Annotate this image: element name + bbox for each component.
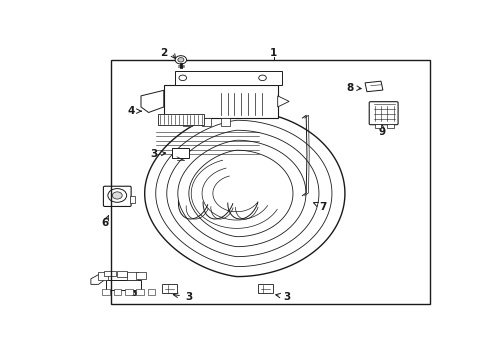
Bar [98,272,108,280]
Bar [164,85,278,118]
Bar [125,288,133,296]
Text: 5: 5 [130,288,137,298]
Circle shape [175,56,187,64]
Bar [175,71,281,85]
Bar [114,288,121,296]
FancyBboxPatch shape [103,186,131,207]
Text: 3: 3 [276,292,291,302]
Bar [111,60,430,304]
Bar [374,123,381,128]
FancyBboxPatch shape [369,102,398,125]
Polygon shape [145,110,345,276]
Bar [158,114,204,125]
Bar [202,118,211,126]
Text: 6: 6 [101,216,109,228]
FancyBboxPatch shape [172,148,189,158]
Bar [183,118,192,126]
Circle shape [108,189,126,202]
Bar [148,288,155,296]
FancyBboxPatch shape [258,284,273,293]
Bar [136,272,146,279]
Circle shape [259,75,267,81]
Polygon shape [91,275,104,284]
Circle shape [112,192,122,199]
Bar [129,195,135,203]
Bar [127,272,138,280]
FancyBboxPatch shape [162,284,177,293]
Bar [102,288,110,296]
Bar [387,123,394,128]
Bar [106,279,142,290]
Polygon shape [141,90,164,112]
Circle shape [178,58,184,62]
Circle shape [179,75,187,81]
Text: 8: 8 [346,82,361,93]
Text: 1: 1 [270,48,277,58]
Text: 4: 4 [128,106,141,116]
Polygon shape [278,96,289,107]
Text: 2: 2 [160,48,168,58]
Bar [220,118,230,126]
Bar [118,270,127,278]
Text: 9: 9 [379,124,386,137]
Text: 3: 3 [150,149,166,159]
Text: 7: 7 [314,202,327,212]
Polygon shape [365,81,383,92]
Bar [136,288,144,296]
Bar [104,270,116,276]
Text: 3: 3 [173,292,192,302]
